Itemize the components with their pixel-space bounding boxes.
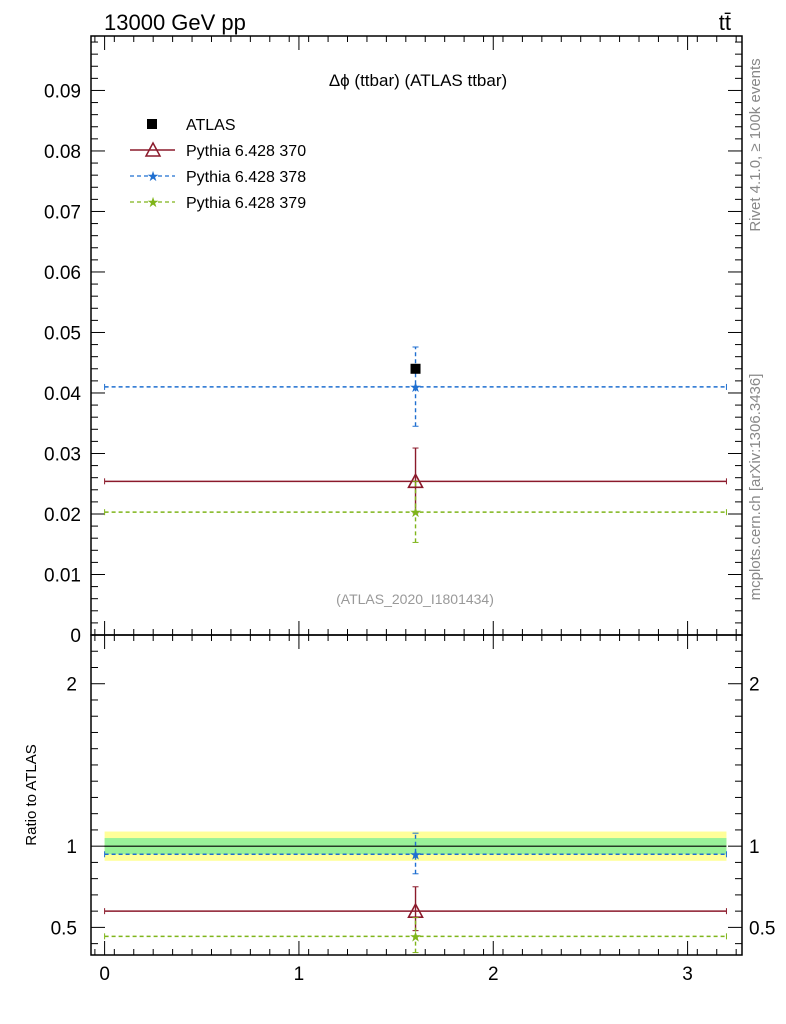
- legend-marker-atlas: [147, 119, 157, 129]
- ratio-axis-label: Ratio to ATLAS: [23, 744, 40, 845]
- ratio-ytick-label: 2: [66, 675, 77, 696]
- legend-entry-pythia-370: Pythia 6.428 370: [130, 141, 306, 160]
- header-process-label: tt̄: [719, 10, 731, 35]
- main-pythia-6-428-378-point: ★: [409, 379, 422, 395]
- main-ytick-label: 0.07: [44, 202, 81, 223]
- main-ytick-label: 0.08: [44, 142, 81, 163]
- main-ytick-label: 0.09: [44, 81, 81, 102]
- legend-label-pythia-379: Pythia 6.428 379: [186, 195, 306, 212]
- main-ytick-label: 0.02: [44, 505, 81, 526]
- ratio-ytick-label: 0.5: [51, 918, 77, 939]
- ratio-ytick-label-right: 1: [749, 837, 760, 858]
- rivet-version-label: Rivet 4.1.0, ≥ 100k events: [747, 58, 764, 231]
- ratio-plot-frame: [90, 634, 743, 956]
- analysis-watermark: (ATLAS_2020_I1801434): [336, 591, 494, 607]
- main-ytick-label: 0.06: [44, 263, 81, 284]
- legend-marker-pythia-378: ★: [147, 168, 160, 184]
- main-atlas-point: [410, 363, 421, 374]
- legend-label-atlas: ATLAS: [186, 117, 236, 134]
- plot-title: Δϕ (ttbar) (ATLAS ttbar): [329, 71, 507, 90]
- legend-label-pythia-378: Pythia 6.428 378: [186, 169, 306, 186]
- xtick-label: 3: [682, 964, 693, 985]
- legend: ATLAS Pythia 6.428 370 ★ Pythia 6.428 37…: [130, 117, 306, 212]
- ratio-ytick-label: 1: [66, 837, 77, 858]
- header-energy-label: 13000 GeV pp: [104, 10, 246, 35]
- ratio-ytick-label-right: 2: [749, 675, 760, 696]
- legend-entry-pythia-378: ★ Pythia 6.428 378: [130, 168, 306, 186]
- legend-marker-pythia-370: [144, 141, 162, 157]
- xtick-label: 1: [294, 964, 305, 985]
- main-ytick-label: 0.04: [44, 384, 81, 405]
- ratio-ytick-label-right: 0.5: [749, 918, 775, 939]
- legend-entry-atlas: ATLAS: [147, 117, 236, 134]
- legend-label-pythia-370: Pythia 6.428 370: [186, 143, 306, 160]
- main-pythia-6-428-370-point: [407, 472, 424, 489]
- main-pythia-6-428-379-point: ★: [409, 504, 422, 520]
- ratio-pythia-6-428-379-point: ★: [409, 928, 422, 944]
- xtick-label: 0: [99, 964, 110, 985]
- main-ytick-label: 0.01: [44, 565, 81, 586]
- legend-entry-pythia-379: ★ Pythia 6.428 379: [130, 194, 306, 212]
- xtick-label: 2: [488, 964, 499, 985]
- main-ytick-label: 0.03: [44, 444, 81, 465]
- main-ytick-label: 0.05: [44, 323, 81, 344]
- ratio-pythia-6-428-378-point: ★: [409, 846, 422, 862]
- main-ytick-label: 0: [70, 626, 81, 647]
- legend-marker-pythia-379: ★: [147, 194, 160, 210]
- mcplots-label: mcplots.cern.ch [arXiv:1306.3436]: [747, 374, 764, 601]
